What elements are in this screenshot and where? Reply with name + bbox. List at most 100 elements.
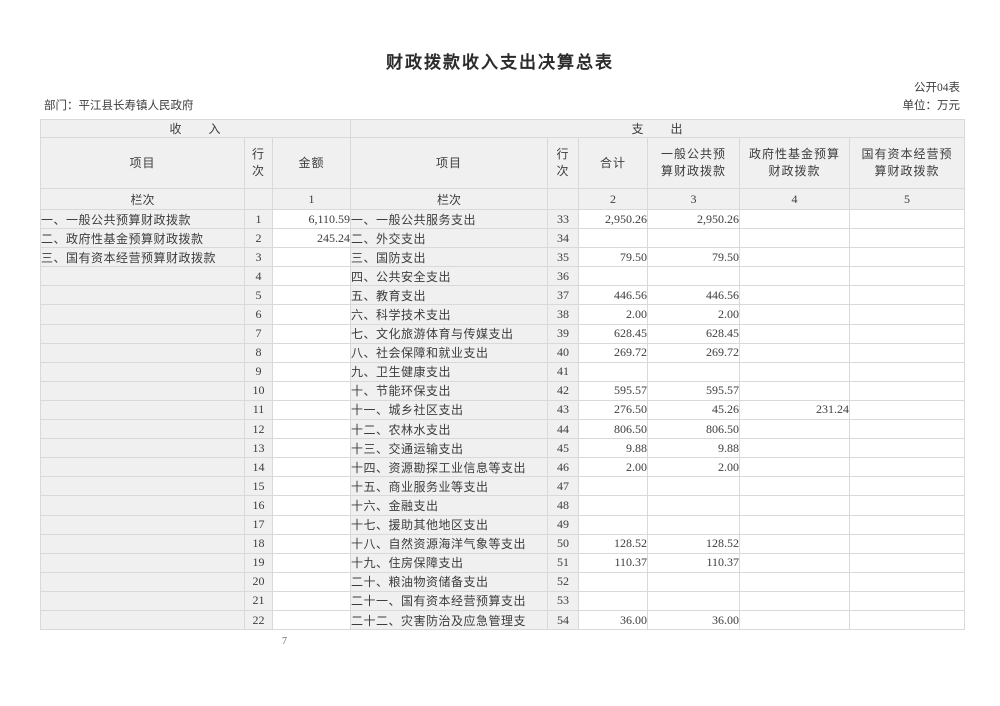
expense-general-cell: [647, 228, 740, 249]
expense-gov-fund-cell: [739, 247, 850, 268]
expense-state-capital-cell: [848, 247, 966, 268]
expense-general-cell: 2.00: [647, 304, 740, 325]
income-item-cell: [40, 285, 245, 306]
income-item-header: 项目: [40, 137, 245, 189]
expense-total-cell: [578, 266, 648, 287]
expense-general-cell: [647, 571, 740, 592]
income-item-cell: [40, 495, 245, 516]
income-amount-cell: [272, 495, 351, 516]
expense-total-cell: 628.45: [578, 323, 648, 344]
expense-state-capital-cell: [848, 514, 966, 535]
income-amount-header: 金额: [272, 137, 351, 189]
expense-general-cell: 628.45: [647, 323, 740, 344]
expense-item-cell: 十二、农林水支出: [350, 419, 548, 440]
income-line-header: 行 次: [244, 137, 273, 189]
table-row: 13 十三、交通运输支出 45 9.88 9.88: [40, 438, 966, 459]
table-row: 14 十四、资源勘探工业信息等支出 46 2.00 2.00: [40, 457, 966, 478]
unit-label: 单位：万元: [902, 100, 961, 112]
expense-general-cell: 110.37: [647, 552, 740, 573]
expense-line-cell: 45: [547, 438, 579, 459]
expense-line-cell: 43: [547, 399, 579, 421]
section-header-row: 收 入 支 出: [40, 119, 966, 138]
table-row: 10 十、节能环保支出 42 595.57 595.57: [40, 380, 966, 401]
expense-general-index: 3: [647, 188, 740, 210]
expense-line-index: [547, 188, 579, 210]
expense-general-cell: 79.50: [647, 247, 740, 268]
income-item-cell: [40, 514, 245, 535]
income-amount-cell: [272, 457, 351, 478]
expense-total-header: 合计: [578, 137, 648, 189]
income-amount-cell: 245.24: [272, 228, 351, 249]
table-row: 4 四、公共安全支出 36: [40, 266, 966, 287]
expense-general-cell: 128.52: [647, 533, 740, 554]
expense-state-capital-cell: [848, 476, 966, 497]
expense-general-cell: 2.00: [647, 457, 740, 478]
income-line-cell: 19: [244, 552, 273, 573]
expense-item-cell: 十六、金融支出: [350, 495, 548, 516]
expense-gov-fund-cell: 231.24: [739, 399, 850, 421]
expense-total-cell: 276.50: [578, 399, 648, 421]
expense-gov-fund-cell: [739, 285, 850, 306]
expense-gov-fund-cell: [739, 438, 850, 459]
expense-line-cell: 51: [547, 552, 579, 573]
expense-general-cell: 595.57: [647, 380, 740, 401]
expense-state-capital-cell: [848, 323, 966, 344]
expense-total-cell: 36.00: [578, 609, 648, 631]
expense-gov-fund-cell: [739, 208, 850, 230]
expense-item-cell: 十三、交通运输支出: [350, 438, 548, 459]
income-line-cell: 11: [244, 399, 273, 421]
expense-gov-fund-cell: [739, 266, 850, 287]
expense-gov-fund-cell: [739, 419, 850, 440]
expense-total-cell: 269.72: [578, 342, 648, 363]
expense-total-cell: 806.50: [578, 419, 648, 440]
table-row: 19 十九、住房保障支出 51 110.37 110.37: [40, 552, 966, 573]
income-item-cell: [40, 342, 245, 363]
expense-line-cell: 46: [547, 457, 579, 478]
expense-gov-fund-cell: [739, 609, 850, 631]
table-row: 8 八、社会保障和就业支出 40 269.72 269.72: [40, 342, 966, 363]
income-item-cell: [40, 380, 245, 401]
income-line-cell: 13: [244, 438, 273, 459]
expense-total-cell: [578, 228, 648, 249]
department-label: 部门：平江县长寿镇人民政府: [44, 100, 194, 112]
expense-state-capital-cell: [848, 380, 966, 401]
expense-gov-fund-cell: [739, 590, 850, 611]
expense-item-cell: 十四、资源勘探工业信息等支出: [350, 457, 548, 478]
income-amount-cell: [272, 399, 351, 421]
expense-gov-fund-cell: [739, 380, 850, 401]
income-item-cell: [40, 266, 245, 287]
expense-item-cell: 七、文化旅游体育与传媒支出: [350, 323, 548, 344]
expense-general-cell: [647, 590, 740, 611]
expense-state-capital-cell: [848, 457, 966, 478]
expense-state-capital-cell: [848, 495, 966, 516]
expense-total-cell: 595.57: [578, 380, 648, 401]
income-line-cell: 3: [244, 247, 273, 268]
table-row: 二、政府性基金预算财政拨款 2 245.24 二、外交支出 34: [40, 228, 966, 249]
expense-general-cell: 269.72: [647, 342, 740, 363]
expense-general-cell: [647, 514, 740, 535]
expense-item-cell: 六、科学技术支出: [350, 304, 548, 325]
page-title: 财政拨款收入支出决算总表: [386, 53, 614, 72]
income-line-cell: 16: [244, 495, 273, 516]
expense-state-capital-cell: [848, 533, 966, 554]
table-row: 一、一般公共预算财政拨款 1 6,110.59 一、一般公共服务支出 33 2,…: [40, 208, 966, 230]
expense-item-cell: 十九、住房保障支出: [350, 552, 548, 573]
income-section-title: 收 入: [40, 119, 351, 138]
expense-line-cell: 38: [547, 304, 579, 325]
expense-state-capital-cell: [848, 552, 966, 573]
income-line-cell: 20: [244, 571, 273, 592]
page-number: 7: [282, 636, 287, 647]
income-amount-cell: [272, 571, 351, 592]
expense-state-capital-cell: [848, 571, 966, 592]
income-line-cell: 7: [244, 323, 273, 344]
expense-total-cell: [578, 514, 648, 535]
table-row: 17 十七、援助其他地区支出 49: [40, 514, 966, 535]
expense-total-cell: 110.37: [578, 552, 648, 573]
income-amount-cell: [272, 266, 351, 287]
expense-gov-fund-cell: [739, 457, 850, 478]
income-line-cell: 8: [244, 342, 273, 363]
expense-general-cell: 36.00: [647, 609, 740, 631]
income-amount-cell: [272, 285, 351, 306]
expense-general-cell: [647, 266, 740, 287]
expense-total-cell: 2.00: [578, 304, 648, 325]
